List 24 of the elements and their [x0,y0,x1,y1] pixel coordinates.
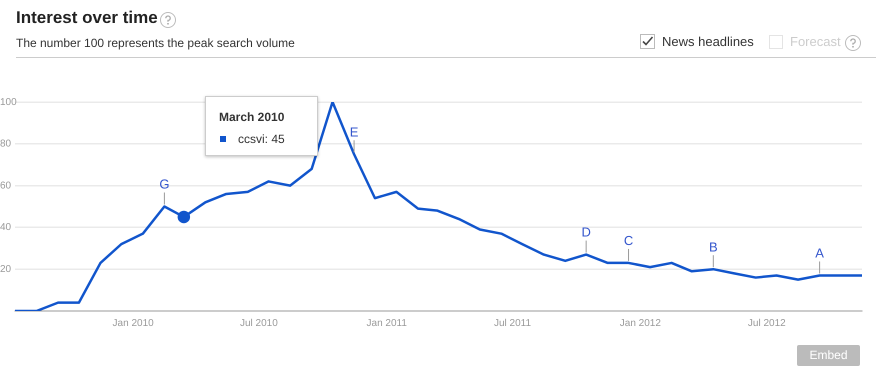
x-tick-label: Jul 2011 [494,318,532,329]
annotation: B [708,239,718,254]
text: News headlines [662,34,754,49]
x-tick-label: Jan 2011 [366,318,408,329]
y-tick-label: 40 [0,222,12,234]
annotation: ccsvi: 45 [238,132,285,146]
chart-title: Interest over time [16,8,158,28]
annotation: C [624,233,634,248]
x-tick-label: Jul 2012 [748,318,786,329]
y-tick-label: 100 [0,96,18,108]
x-tick-label: Jul 2010 [240,318,278,329]
text: Embed [797,345,860,366]
chart-subtitle: The number 100 represents the peak search volume [16,36,295,50]
y-tick-label: 80 [0,138,12,150]
annotation: A [815,246,824,261]
tooltip: March 2010 ccsvi: 45 [205,96,318,156]
x-tick-label: Jan 2012 [620,318,662,329]
y-tick-label: 20 [0,264,12,275]
annotation: D [581,224,591,240]
annotation: March 2010 [219,110,284,124]
annotation: G [159,176,170,192]
x-tick-label: Jan 2010 [112,318,154,329]
y-tick-label: 60 [0,180,12,192]
annotation: E [350,124,359,140]
